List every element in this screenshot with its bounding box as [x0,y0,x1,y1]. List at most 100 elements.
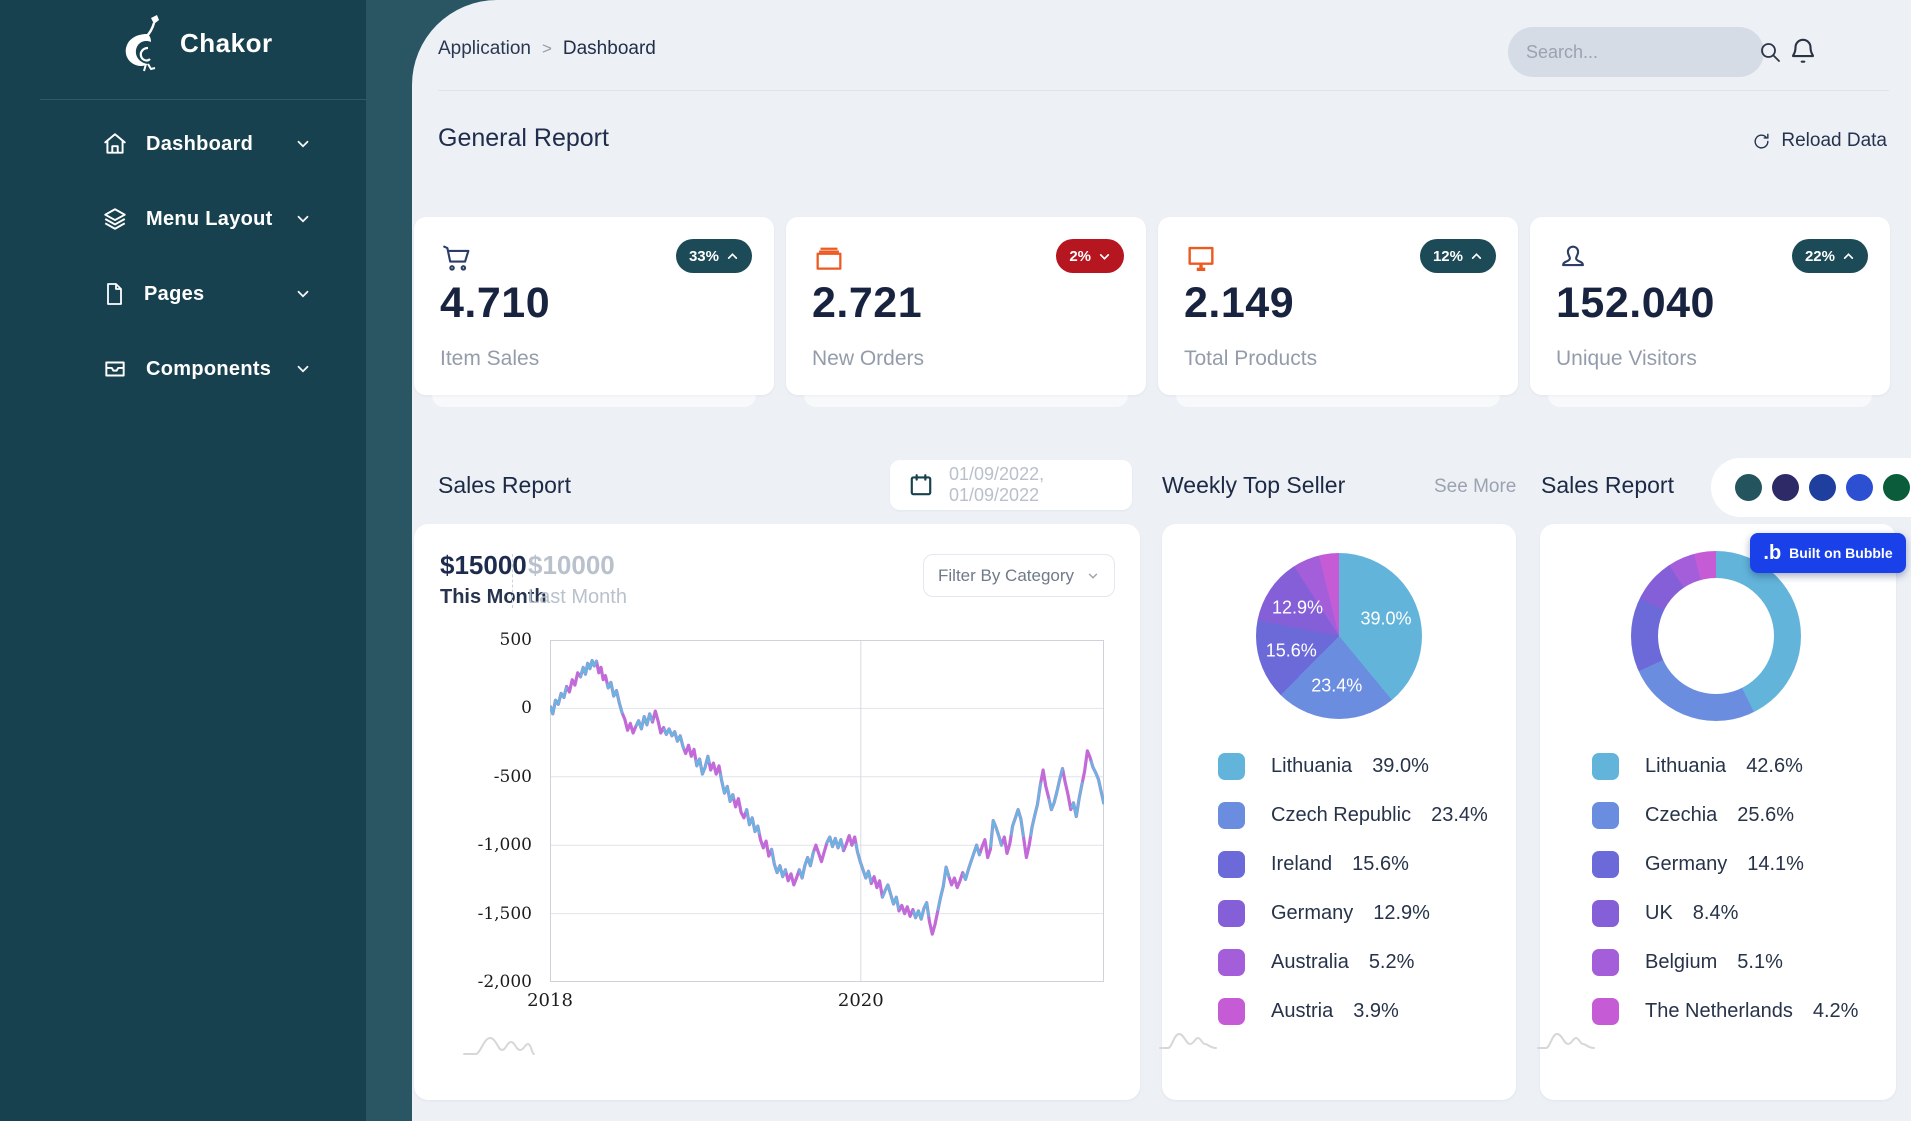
stat-value: 152.040 [1556,279,1715,327]
section-title-weekly-top-seller: Weekly Top Seller [1162,472,1346,498]
x-axis-tick: 2018 [527,990,573,1011]
trend-badge-value: 2% [1069,247,1091,265]
trend-badge-value: 22% [1804,247,1835,265]
sidebar-item-label: Components [146,357,272,380]
folder-stack-icon [812,241,846,275]
person-icon [1556,241,1590,275]
search-icon[interactable] [1758,40,1782,64]
breadcrumb-current[interactable]: Dashboard [562,38,656,59]
section-title-sales-report: Sales Report [438,472,571,498]
sidebar-item-dashboard[interactable]: Dashboard [102,126,312,162]
legend-label: Czechia [1645,803,1718,826]
theme-color-dot[interactable] [1772,474,1799,501]
shopping-cart-icon [440,241,474,275]
pie-legend: Lithuania 39.0% Czech Republic 23.4% Ireland… [1218,750,1488,1044]
legend-item: Czech Republic 23.4% [1218,799,1488,831]
bubble-badge-label: Built on Bubble [1789,545,1893,561]
legend-label: Germany [1645,852,1728,875]
legend-percentage: 4.2% [1812,999,1859,1022]
legend-percentage: 3.9% [1353,999,1399,1022]
stat-card-unique-visitors: 22% 152.040 Unique Visitors [1530,217,1890,395]
legend-percentage: 12.9% [1373,901,1430,924]
weekly-top-seller-card: 39.0% 23.4% 15.6% 12.9% Lithuania 39.0% Czech… [1159,524,1516,1100]
bubble-logo: .b [1763,542,1782,564]
content-area: Application > Dashboard General Repo [412,0,1911,1121]
legend-percentage: 39.0% [1372,754,1429,777]
stat-card-total-products: 12% 2.149 Total Products [1158,217,1518,395]
trend-badge-value: 33% [688,247,719,265]
legend-color-swatch [1592,899,1619,927]
legend-percentage: 23.4% [1431,803,1488,826]
donut-legend: Lithuania 42.6% Czechia 25.6% Germany 14.1% UK… [1592,750,1858,1044]
legend-percentage: 8.4% [1692,901,1739,924]
legend-item: Germany 12.9% [1218,897,1488,929]
trend-badge-value: 12% [1432,247,1463,265]
chevron-down-icon [294,285,312,303]
legend-color-swatch [1218,948,1245,976]
stat-label: Total Products [1184,347,1318,370]
trend-badge-up[interactable]: 33% [675,239,752,273]
legend-color-swatch [1218,850,1245,878]
section-title-sales-report-donut: Sales Report [1541,472,1674,498]
notification-bell-icon[interactable] [1788,36,1818,66]
sidebar-item-label: Pages [144,282,205,305]
legend-color-swatch [1592,997,1619,1025]
stat-card-new-orders: 2% 2.721 New Orders [786,217,1146,395]
section-title-general-report: General Report [438,124,609,152]
trend-badge-up[interactable]: 22% [1791,239,1868,273]
sidebar-item-menu-layout[interactable]: Menu Layout [102,201,312,237]
date-range-input[interactable]: 01/09/2022, 01/09/2022 [890,460,1132,510]
legend-item: UK 8.4% [1592,897,1858,929]
legend-item: Lithuania 42.6% [1592,750,1858,782]
y-axis-tick: -1,500 [477,903,532,924]
brand[interactable]: Chakor [118,14,273,72]
pie-chart: 39.0% 23.4% 15.6% 12.9% [1256,553,1422,719]
calendar-icon [908,472,934,498]
sales-report-donut-card: Lithuania 42.6% Czechia 25.6% Germany 14.1% UK… [1537,524,1896,1100]
date-range-value: 01/09/2022, 01/09/2022 [949,464,1045,505]
trend-badge-down[interactable]: 2% [1056,239,1124,273]
legend-color-swatch [1592,948,1619,976]
legend-label: Australia [1271,950,1349,973]
legend-label: Germany [1271,901,1354,924]
theme-color-dot[interactable] [1883,474,1910,501]
filter-by-category-select[interactable]: Filter By Category [923,554,1115,597]
this-month-label: This Month [440,586,547,608]
sidebar-item-pages[interactable]: Pages [102,276,312,312]
filter-select-value: Filter By Category [938,565,1075,585]
sidebar-item-label: Dashboard [146,132,254,155]
legend-percentage: 25.6% [1737,803,1794,826]
legend-color-swatch [1218,899,1245,927]
theme-color-dot[interactable] [1735,474,1762,501]
legend-item: The Netherlands 4.2% [1592,995,1858,1027]
theme-color-dot[interactable] [1809,474,1836,501]
stat-label: New Orders [812,347,925,370]
legend-label: Ireland [1271,852,1333,875]
search-box[interactable] [1508,27,1780,77]
see-more-link[interactable]: See More [1434,476,1517,497]
breadcrumb-parent[interactable]: Application [438,38,531,59]
legend-color-swatch [1592,850,1619,878]
donut-chart [1631,551,1801,721]
pie-slice-label: 23.4% [1311,675,1363,696]
theme-color-dot[interactable] [1846,474,1873,501]
reload-data-label: Reload Data [1781,130,1887,151]
legend-color-swatch [1592,752,1619,780]
legend-percentage: 5.2% [1368,950,1415,973]
sidebar-item-components[interactable]: Components [102,351,312,387]
search-input[interactable] [1526,41,1758,63]
brand-name: Chakor [180,27,273,58]
wave-watermark-icon [462,1030,536,1058]
sales-report-chart-card: $15000 This Month $10000 Last Month Filt… [414,524,1140,1100]
main-backdrop: Application > Dashboard General Repo [366,0,1911,1121]
stat-card-item-sales: 33% 4.710 Item Sales [414,217,774,395]
trend-badge-up[interactable]: 12% [1419,239,1496,273]
legend-item: Belgium 5.1% [1592,946,1858,978]
y-axis-tick: -1,000 [477,835,532,856]
reload-data-button[interactable]: Reload Data [1752,130,1887,152]
legend-label: Belgium [1645,950,1718,973]
donut-hole [1658,578,1774,694]
built-on-bubble-badge[interactable]: .b Built on Bubble [1750,533,1906,573]
y-axis-tick: 500 [499,630,532,650]
layers-icon [102,206,128,232]
